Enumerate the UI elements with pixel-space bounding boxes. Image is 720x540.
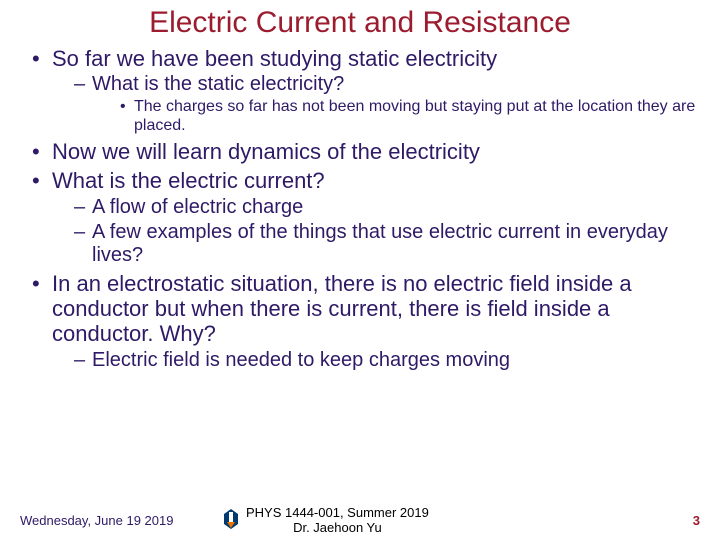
bullet-lvl1: So far we have been studying static elec… <box>32 46 700 135</box>
footer-center: PHYS 1444-001, Summer 2019 Dr. Jaehoon Y… <box>220 505 640 536</box>
bullet-text: In an electrostatic situation, there is … <box>52 271 632 347</box>
footer-course: PHYS 1444-001, Summer 2019 <box>246 505 429 521</box>
bullet-list-lvl2: Electric field is needed to keep charges… <box>74 349 700 372</box>
bullet-text: What is the electric current? <box>52 168 325 193</box>
bullet-text: Electric field is needed to keep charges… <box>92 349 510 371</box>
bullet-lvl1: In an electrostatic situation, there is … <box>32 271 700 372</box>
page-number: 3 <box>640 513 700 528</box>
bullet-text: The charges so far has not been moving b… <box>134 98 695 133</box>
bullet-lvl2: What is the static electricity? The char… <box>74 73 700 135</box>
bullet-text: What is the static electricity? <box>92 73 344 95</box>
bullet-text: A few examples of the things that use el… <box>92 221 668 266</box>
bullet-lvl1: What is the electric current? A flow of … <box>32 168 700 266</box>
bullet-text: Now we will learn dynamics of the electr… <box>52 139 480 164</box>
slide-title: Electric Current and Resistance <box>20 6 700 40</box>
uta-logo-icon <box>220 508 242 532</box>
footer-instructor: Dr. Jaehoon Yu <box>246 520 429 536</box>
bullet-lvl2: A few examples of the things that use el… <box>74 221 700 267</box>
slide-content: Electric Current and Resistance So far w… <box>0 0 720 372</box>
slide-footer: Wednesday, June 19 2019 PHYS 1444-001, S… <box>0 505 720 536</box>
footer-date: Wednesday, June 19 2019 <box>20 513 220 528</box>
bullet-list-lvl3: The charges so far has not been moving b… <box>120 98 700 135</box>
bullet-text: A flow of electric charge <box>92 196 303 218</box>
bullet-list-lvl2: A flow of electric charge A few examples… <box>74 196 700 267</box>
bullet-lvl2: Electric field is needed to keep charges… <box>74 349 700 372</box>
footer-center-text: PHYS 1444-001, Summer 2019 Dr. Jaehoon Y… <box>246 505 429 536</box>
bullet-lvl1: Now we will learn dynamics of the electr… <box>32 139 700 164</box>
bullet-text: So far we have been studying static elec… <box>52 46 497 71</box>
bullet-list-lvl1: So far we have been studying static elec… <box>32 46 700 372</box>
bullet-lvl2: A flow of electric charge <box>74 196 700 219</box>
bullet-list-lvl2: What is the static electricity? The char… <box>74 73 700 135</box>
bullet-lvl3: The charges so far has not been moving b… <box>120 98 700 135</box>
